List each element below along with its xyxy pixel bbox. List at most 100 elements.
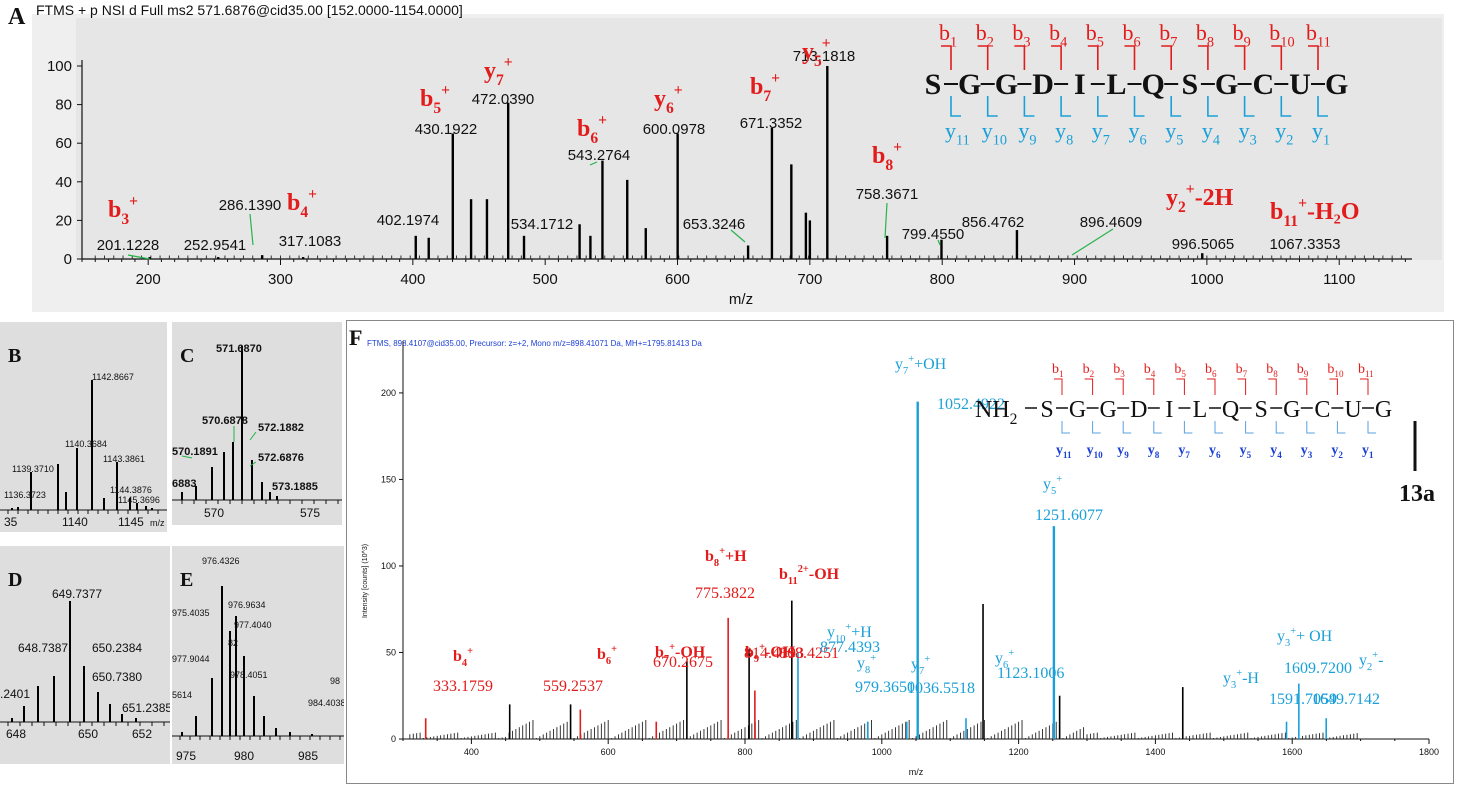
residue-G: G (995, 68, 1018, 101)
b-fragment-b6: b6 (1123, 20, 1141, 51)
y-cleavage-mark (1097, 96, 1108, 117)
leader-line (249, 461, 257, 467)
inset-x-unit: m/z (150, 518, 165, 528)
fragment-label-b5: b5+ (420, 82, 450, 117)
inset-d: D 649.7377 648.7387 650.2384 650.7380 .2401 65… (0, 546, 170, 764)
inset-peak-label: 570.1891 (172, 446, 218, 458)
b-fragment-b8: b8 (1196, 20, 1214, 51)
fragment-label-b6: b6+ (577, 112, 607, 147)
fragment-label-b3: b3+ (108, 193, 138, 228)
peak-label: 286.1390 (219, 197, 282, 214)
fragment-label-b7: b7+ (750, 70, 780, 105)
residue-G: G (1100, 397, 1117, 423)
x-tick-label: 1600 (1282, 747, 1302, 757)
y-cleavage-mark (1336, 421, 1346, 434)
x-tick-label: 600 (601, 747, 616, 757)
ion-label-b7: b7+-OH (655, 642, 706, 665)
b-fragment-b1: b1 (1052, 362, 1064, 379)
y-fragment-y8: y8 (1148, 443, 1160, 460)
peak-label: 1052.4922 (937, 396, 1005, 413)
ion-label-y10: y10++H (827, 622, 872, 645)
b-cleavage-mark (1207, 378, 1216, 395)
inset-peak-label: 1144.3876 (110, 485, 152, 495)
residue-C: C (1314, 397, 1330, 423)
inset-peak-label: 82 (228, 638, 238, 648)
x-tick-label: 1100 (1323, 271, 1355, 288)
residue-S: S (1255, 397, 1268, 423)
x-tick-label: 400 (464, 747, 479, 757)
leader-line (127, 254, 150, 260)
y-cleavage-mark (986, 96, 998, 117)
b-fragment-b11: b11 (1306, 20, 1331, 51)
fragment-label-y2: y2+-2H (1166, 181, 1234, 216)
residue-G: G (1325, 68, 1348, 101)
inset-peak-label: 573.1885 (272, 481, 318, 493)
residue-L: L (1193, 397, 1208, 423)
y-fragment-y8: y8 (1055, 118, 1073, 149)
b-fragment-b4: b4 (1049, 20, 1067, 51)
inset-peak-label: 978.4051 (230, 670, 268, 680)
leader-line (1071, 228, 1114, 256)
inset-peak-label: 977.9044 (172, 654, 210, 664)
inset-x-tick-label: 35 (4, 515, 18, 529)
inset-letter: C (180, 345, 194, 367)
peak-label: 799.4550 (902, 226, 965, 243)
residue-C: C (1252, 68, 1274, 101)
y-fragment-y9: y9 (1018, 118, 1036, 149)
x-tick-label: 900 (1062, 271, 1087, 288)
peak-label: 868.4251 (779, 645, 839, 662)
peak-label: 1067.3353 (1270, 236, 1341, 253)
inset-letter: E (180, 569, 193, 591)
peak-label: 559.2537 (543, 678, 603, 695)
inset-x-tick-label: 575 (300, 506, 320, 520)
inset-letter: D (8, 569, 22, 591)
y-fragment-y1: y1 (1362, 443, 1374, 460)
residue-D: D (1130, 397, 1147, 423)
y-cleavage-mark (1306, 421, 1315, 434)
ion-label-b11: b112+-OH (779, 564, 840, 587)
residue-Q: Q (1222, 397, 1239, 423)
y-tick-label: 60 (55, 135, 72, 152)
peak-label: 671.3352 (740, 115, 803, 132)
y-tick-label: 100 (47, 58, 72, 75)
b-fragment-b6: b6 (1205, 362, 1217, 379)
inset-x-tick-label: 985 (298, 749, 318, 763)
residue-I: I (1074, 68, 1086, 101)
y-fragment-y5: y5 (1240, 443, 1252, 460)
ion-label-y6: y6+ (995, 648, 1014, 671)
residue-G: G (1069, 397, 1086, 423)
inset-x-tick-label: 652 (132, 727, 152, 741)
x-tick-label: 1000 (872, 747, 892, 757)
y-cleavage-mark (1061, 421, 1070, 434)
inset-b-chart: B 1142.8667 1140.3684 1143.3861 1139.3710 114… (0, 322, 167, 532)
fragment-label-b11: b11+-H₂O (1270, 195, 1360, 230)
peak-label: 877.4393 (820, 639, 880, 656)
residue-G: G (1283, 397, 1300, 423)
fragment-label-b4: b4+ (287, 186, 317, 221)
residue-Q: Q (1142, 68, 1165, 101)
b-fragment-b2: b2 (1083, 362, 1095, 379)
peak-label: 201.1228 (97, 237, 160, 254)
ion-label-y2: y2+- (1359, 650, 1383, 673)
y-cleavage-mark (1170, 96, 1182, 117)
inset-b: B 1142.8667 1140.3684 1143.3861 1139.3710 114… (0, 322, 167, 532)
b-cleavage-mark (1329, 378, 1338, 395)
b-cleavage-mark (1051, 45, 1062, 70)
y-tick-label: 20 (55, 212, 72, 229)
y-cleavage-mark (950, 96, 961, 117)
inset-x-tick-label: 648 (6, 727, 26, 741)
b-cleavage-mark (1298, 378, 1308, 395)
b-fragment-b10: b10 (1269, 20, 1294, 51)
x-axis-label: m/z (729, 291, 753, 308)
y-cleavage-mark (1060, 96, 1072, 117)
ion-label-b9: b9+-OH (745, 642, 796, 665)
inset-peak-label: .2401 (0, 687, 30, 701)
b-fragment-b7: b7 (1236, 362, 1248, 379)
inset-peak-label: 98 (330, 676, 340, 686)
b-cleavage-mark (1237, 378, 1247, 395)
b-cleavage-mark (1087, 45, 1099, 70)
b-cleavage-mark (1161, 45, 1172, 70)
inset-peak-label: 1136.3723 (4, 490, 46, 500)
b-fragment-b4: b4 (1144, 362, 1156, 379)
residue-G: G (958, 68, 981, 101)
